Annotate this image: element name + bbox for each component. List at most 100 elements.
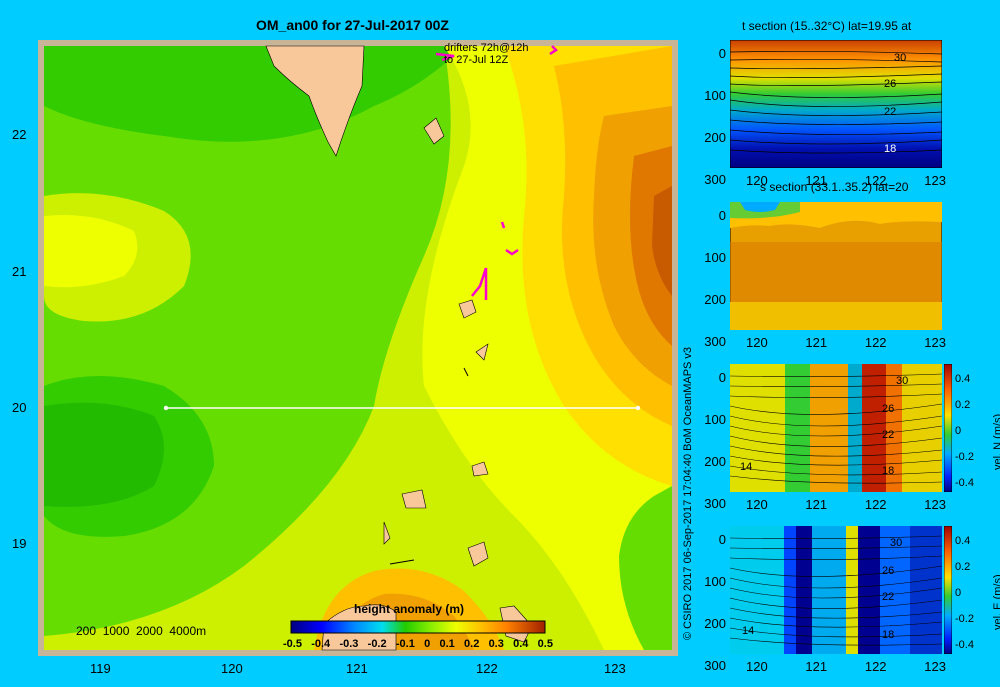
veln-section-y-ticks: 0 100 200 300	[700, 357, 726, 525]
map-title: OM_an00 for 27-Jul-2017 00Z	[256, 17, 449, 33]
section-x-tick: 121	[805, 335, 828, 350]
colorbar-label: -0.3	[339, 638, 359, 650]
vele-colorbar-tick: 0	[955, 587, 962, 599]
colorbar-label: -0.1	[395, 638, 415, 650]
section-y-tick: 300	[704, 496, 726, 511]
t-contour-label: 26	[884, 78, 896, 90]
vele-colorbar-ticks: 0.4 0.2 0 -0.2 -0.4	[955, 528, 974, 658]
veln-colorbar-tick: -0.4	[955, 477, 974, 489]
section-x-tick: 120	[746, 497, 768, 512]
section-y-tick: 200	[704, 616, 726, 631]
vele-section-x-ticks: 120 121 122 123	[746, 659, 946, 674]
section-x-tick: 123	[924, 497, 946, 512]
vele-contour-label: 14	[742, 625, 754, 637]
vele-contour-label: 30	[890, 537, 902, 549]
s-section-panel	[730, 202, 942, 330]
veln-section-x-ticks: 120 121 122 123	[746, 497, 946, 512]
veln-section-panel: 30 26 22 18 14	[730, 364, 942, 492]
colorbar-title: height anomaly (m)	[354, 602, 465, 616]
map-x-tick: 122	[476, 661, 498, 676]
veln-colorbar-unit: vel. N (m/s)	[992, 413, 1000, 470]
vele-contour-label: 22	[882, 591, 894, 603]
section-y-tick: 0	[718, 208, 726, 223]
s-section-x-ticks: 120 121 122 123	[746, 335, 946, 350]
section-x-tick: 121	[805, 659, 828, 674]
section-y-tick: 100	[704, 88, 726, 103]
colorbar-label: 0.3	[488, 638, 504, 650]
veln-contour-label: 14	[740, 461, 752, 473]
map-x-tick: 119	[90, 661, 111, 676]
section-x-tick: 122	[864, 497, 887, 512]
map-field	[44, 45, 672, 651]
section-y-tick: 200	[704, 292, 726, 307]
veln-colorbar-ticks: 0.4 0.2 0 -0.2 -0.4	[955, 366, 974, 496]
section-y-tick: 100	[704, 412, 726, 427]
colorbar-labels: -0.5 -0.4 -0.3 -0.2 -0.1 0 0.1 0.2 0.3 0…	[283, 638, 553, 650]
veln-colorbar-tick: 0	[955, 425, 962, 437]
vele-colorbar	[944, 526, 952, 654]
colorbar-label: -0.5	[283, 638, 302, 650]
veln-colorbar	[944, 364, 952, 492]
map-y-tick: 19	[12, 536, 27, 551]
section-y-tick: 300	[704, 334, 726, 349]
vele-contour-label: 18	[882, 629, 894, 641]
colorbar-label: 0.5	[537, 638, 553, 650]
section-y-tick: 300	[704, 172, 726, 187]
colorbar-label: -0.2	[367, 638, 387, 650]
vele-colorbar-unit: vel. E (m/s)	[992, 574, 1000, 630]
veln-colorbar-tick: -0.2	[955, 451, 974, 463]
section-y-tick: 0	[718, 370, 726, 385]
map-x-tick: 121	[346, 661, 368, 676]
veln-contour-label: 26	[882, 403, 894, 415]
section-x-tick: 121	[805, 497, 828, 512]
veln-colorbar-tick: 0.4	[955, 373, 971, 385]
drifters-label: drifters 72h@12h to 27-Jul 12Z	[444, 42, 529, 66]
colorbar-label: 0.2	[464, 638, 480, 650]
height-colorbar	[290, 620, 546, 634]
map-y-tick: 20	[12, 400, 27, 415]
vele-section-y-ticks: 0 100 200 300	[700, 519, 726, 687]
colorbar-label: -0.4	[311, 638, 331, 650]
map-y-tick: 21	[12, 264, 27, 279]
section-y-tick: 200	[704, 454, 726, 469]
vele-colorbar-tick: -0.4	[955, 639, 974, 651]
section-x-tick: 123	[924, 173, 946, 188]
vele-colorbar-tick: 0.2	[955, 561, 971, 573]
vele-colorbar-tick: -0.2	[955, 613, 974, 625]
section-x-tick: 120	[746, 659, 768, 674]
section-x-tick: 122	[864, 335, 887, 350]
section-x-tick: 120	[746, 335, 768, 350]
vele-section-panel: 30 26 22 18 14	[730, 526, 942, 654]
colorbar-label: 0	[424, 638, 431, 650]
t-section-panel: 30 26 22 18	[730, 40, 942, 168]
credit-text: © CSIRO 2017 06-Sep-2017 17:04:40 BoM Oc…	[682, 346, 694, 640]
t-section-title: t section (15..32°C) lat=19.95 at	[742, 19, 912, 33]
t-contour-label: 18	[884, 143, 896, 155]
section-y-tick: 0	[718, 46, 726, 61]
depth-legend: 200 1000 2000 4000m	[76, 624, 207, 638]
colorbar-label: 0.4	[513, 638, 529, 650]
drifters-label-line1: drifters 72h@12h	[444, 42, 529, 54]
t-section-x-ticks: 120 121 122 123	[746, 173, 946, 188]
t-contour-label: 22	[884, 106, 896, 118]
section-y-tick: 100	[704, 574, 726, 589]
t-contour-label: 30	[894, 52, 906, 64]
drifters-label-line2: to 27-Jul 12Z	[444, 54, 509, 66]
vele-contour-label: 26	[882, 565, 894, 577]
veln-contour-label: 30	[896, 375, 908, 387]
section-x-tick: 123	[924, 659, 946, 674]
section-x-tick: 121	[805, 173, 828, 188]
section-x-tick: 122	[864, 659, 887, 674]
section-x-tick: 122	[864, 173, 887, 188]
map-x-tick: 120	[221, 661, 243, 676]
section-y-tick: 100	[704, 250, 726, 265]
s-section-y-ticks: 0 100 200 300	[700, 195, 726, 363]
taiwan-landmass	[265, 45, 365, 157]
veln-contour-label: 22	[882, 429, 894, 441]
vele-colorbar-tick: 0.4	[955, 535, 971, 547]
section-y-tick: 0	[718, 532, 726, 547]
veln-contour-label: 18	[882, 465, 894, 477]
t-section-y-ticks: 0 100 200 300	[700, 33, 726, 201]
section-y-tick: 200	[704, 130, 726, 145]
veln-colorbar-tick: 0.2	[955, 399, 971, 411]
